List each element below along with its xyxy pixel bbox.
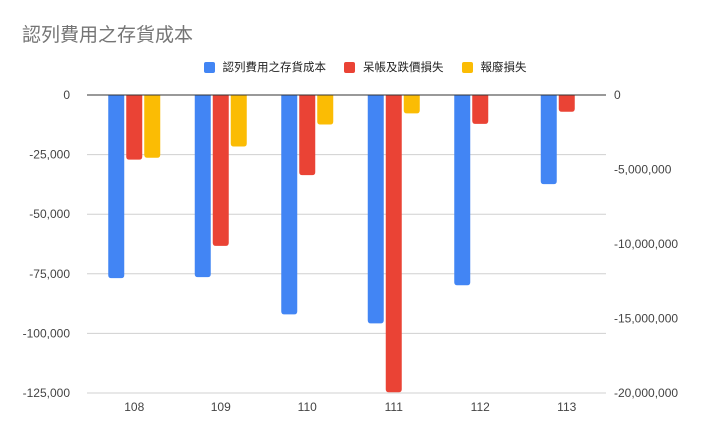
bar-2-110	[299, 95, 316, 176]
y-right-tick-label: -15,000,000	[614, 312, 678, 326]
bar-1-108	[108, 95, 125, 279]
x-tick-label: 110	[298, 400, 317, 414]
bar-1-113	[540, 95, 557, 185]
y-right-tick-label: -20,000,000	[614, 386, 678, 400]
y-right-tick-label: -5,000,000	[614, 163, 672, 177]
bar-2-108	[126, 95, 143, 160]
bar-1-110	[281, 95, 298, 315]
bar-2-113	[558, 95, 575, 112]
x-tick-label: 109	[211, 400, 231, 414]
y-right-tick-label: -10,000,000	[614, 237, 678, 251]
chart-title: 認列費用之存貨成本	[22, 24, 194, 46]
legend-label: 認列費用之存貨成本	[222, 60, 327, 74]
y-left-tick-label: 0	[63, 88, 70, 102]
bar-3-111	[403, 95, 420, 114]
bar-2-112	[472, 95, 489, 124]
y-left-tick-label: -50,000	[29, 207, 70, 221]
bar-3-109	[230, 95, 247, 147]
bar-2-111	[385, 95, 402, 393]
x-tick-label: 113	[557, 400, 576, 414]
y-right-tick-label: 0	[614, 88, 621, 102]
x-tick-label: 111	[385, 400, 404, 414]
legend-item[interactable]: 認列費用之存貨成本	[203, 59, 327, 75]
legend-swatch	[344, 61, 355, 73]
y-left-tick-label: -25,000	[29, 148, 70, 162]
legend: 認列費用之存貨成本 呆帳及跌價損失 報廢損失	[0, 59, 702, 75]
x-tick-label: 108	[124, 400, 144, 414]
bar-1-112	[454, 95, 471, 286]
bar-3-108	[144, 95, 161, 158]
legend-swatch	[461, 61, 473, 73]
y-left-tick-label: -100,000	[23, 326, 71, 340]
bar-1-111	[367, 95, 384, 324]
legend-label: 報廢損失	[480, 60, 527, 74]
x-tick-label: 112	[471, 400, 490, 414]
bar-3-110	[317, 95, 334, 125]
y-left-tick-label: -75,000	[29, 267, 70, 281]
y-left-tick-label: -125,000	[23, 386, 71, 400]
legend-item[interactable]: 呆帳及跌價損失	[344, 59, 444, 75]
legend-label: 呆帳及跌價損失	[363, 60, 444, 74]
legend-swatch	[203, 61, 215, 73]
bar-1-109	[194, 95, 211, 278]
legend-item[interactable]: 報廢損失	[461, 59, 527, 75]
bar-2-109	[212, 95, 229, 246]
